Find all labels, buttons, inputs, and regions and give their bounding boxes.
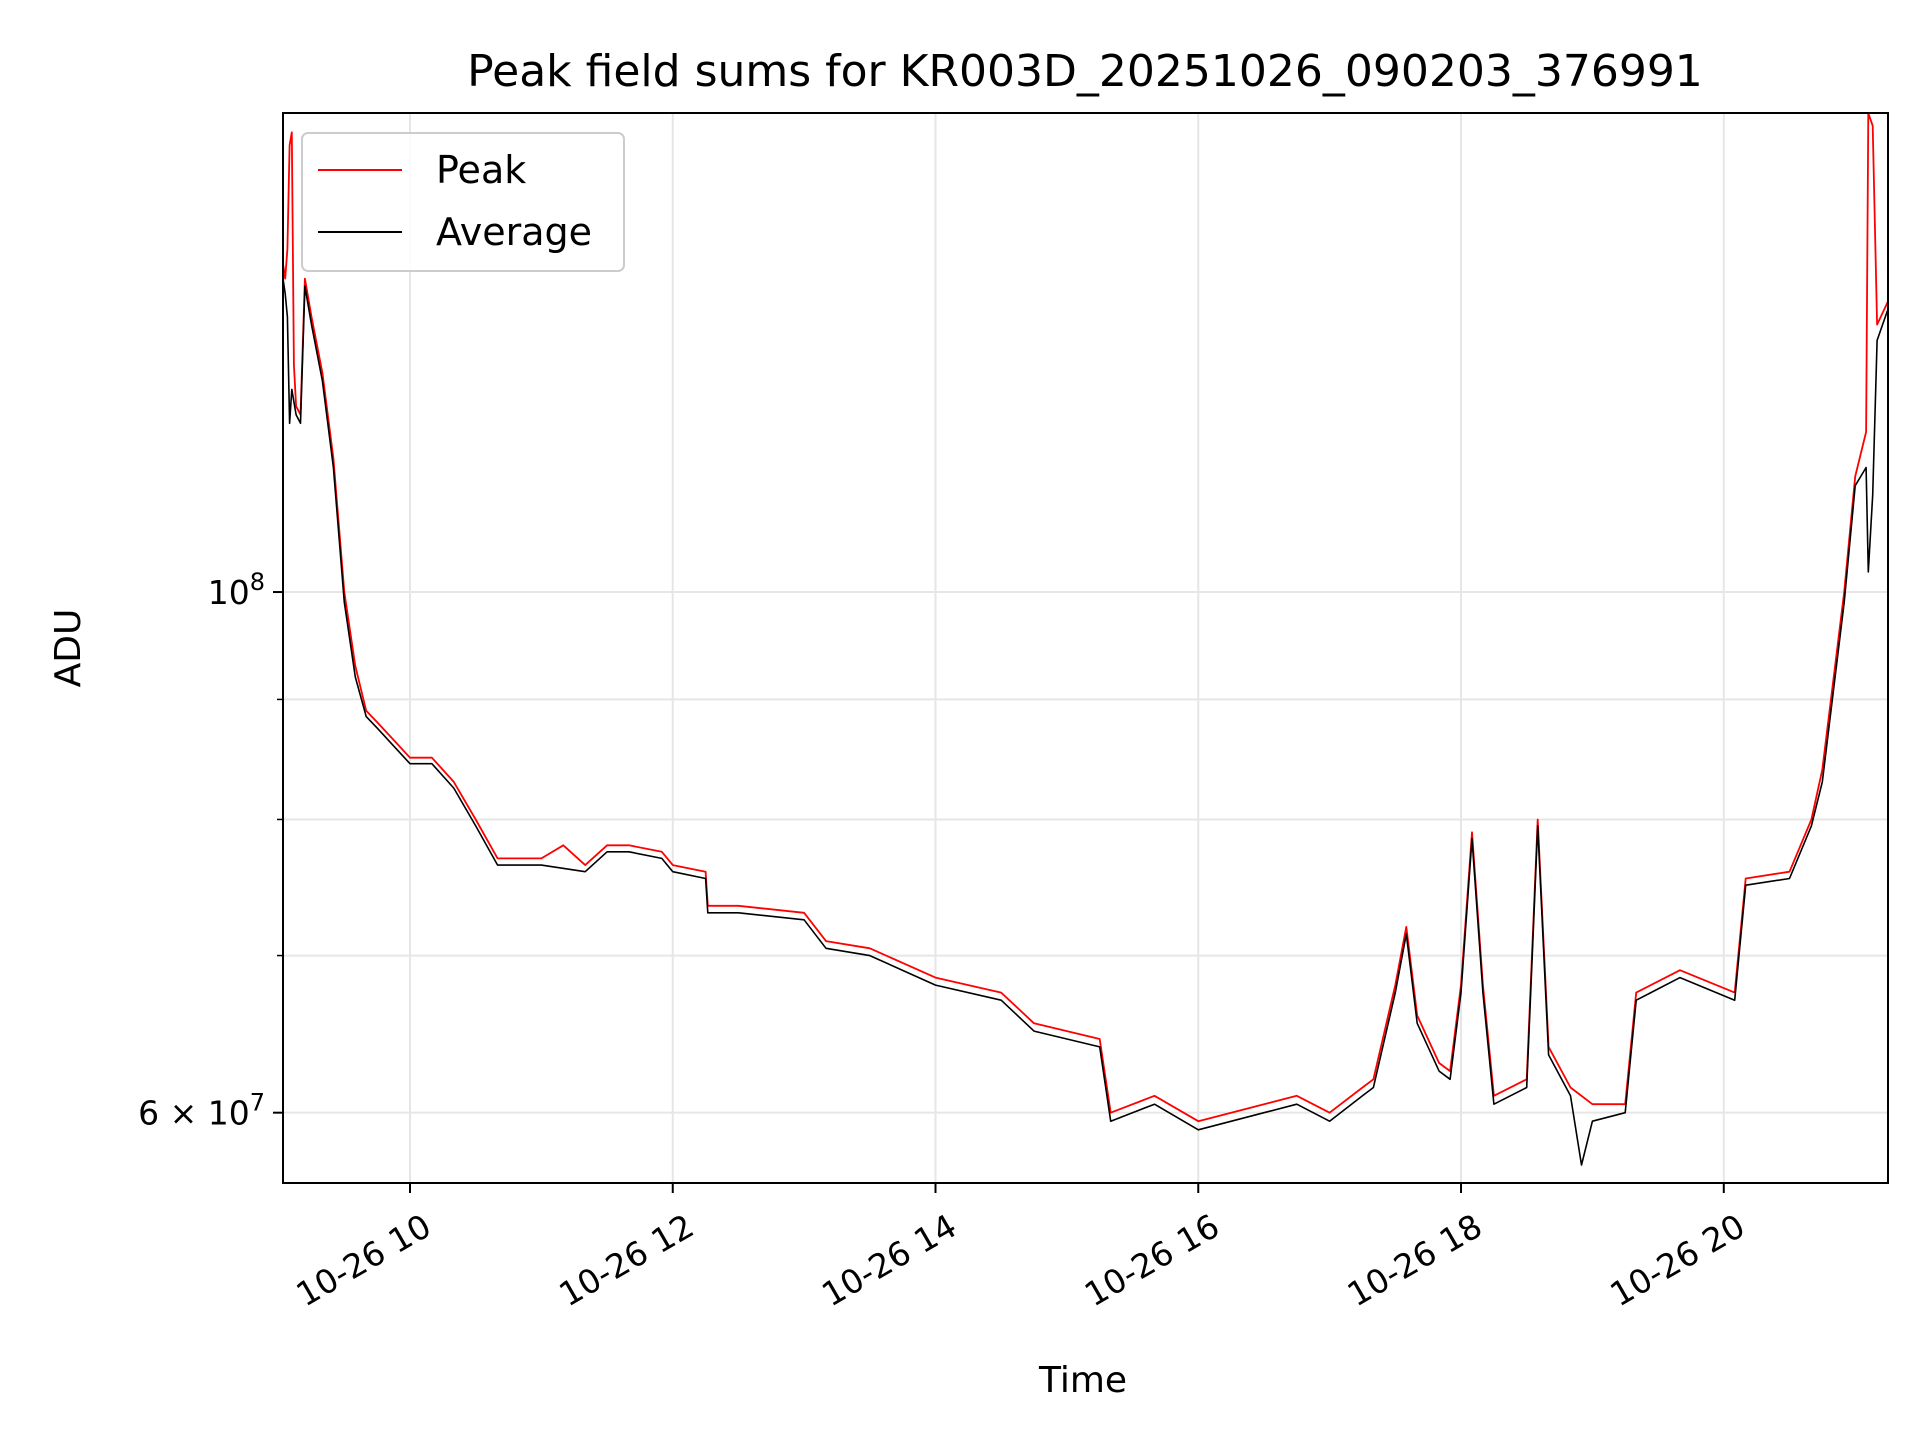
x-tick-label: 10-26 12 xyxy=(552,1206,700,1314)
series-layer xyxy=(282,112,1889,1166)
x-tick-label: 10-26 16 xyxy=(1078,1206,1226,1314)
x-tick-label: 10-26 10 xyxy=(290,1206,438,1314)
chart-title: Peak field sums for KR003D_20251026_0902… xyxy=(467,46,1703,97)
ticks-layer: 10-26 10 10-26 12 10-26 14 10-26 16 10-26 18… xyxy=(138,568,1751,1314)
y-tick-label-exponent: 8 xyxy=(250,568,265,596)
x-tick-label: 10-26 18 xyxy=(1341,1206,1489,1314)
y-tick-label: 108 xyxy=(208,568,265,612)
plot-frame xyxy=(282,112,1889,1184)
y-tick-label-base: 6 × 10 xyxy=(138,1094,250,1133)
x-tick-label: 10-26 20 xyxy=(1603,1206,1751,1314)
grid-layer xyxy=(283,113,1888,1183)
y-tick-label-base: 10 xyxy=(208,573,250,612)
y-axis-label: ADU xyxy=(48,609,89,688)
series-line-peak xyxy=(282,112,1889,1123)
legend-box xyxy=(301,132,625,272)
x-tick-label: 10-26 14 xyxy=(815,1206,963,1314)
legend-label-peak: Peak xyxy=(436,148,526,192)
x-axis-label: Time xyxy=(1038,1360,1127,1401)
series-line-average xyxy=(282,278,1889,1166)
y-tick-label-exponent: 7 xyxy=(250,1089,265,1117)
legend-label-average: Average xyxy=(436,210,592,254)
legend: Peak Average xyxy=(301,132,625,272)
y-tick-label: 6 × 107 xyxy=(138,1089,265,1133)
